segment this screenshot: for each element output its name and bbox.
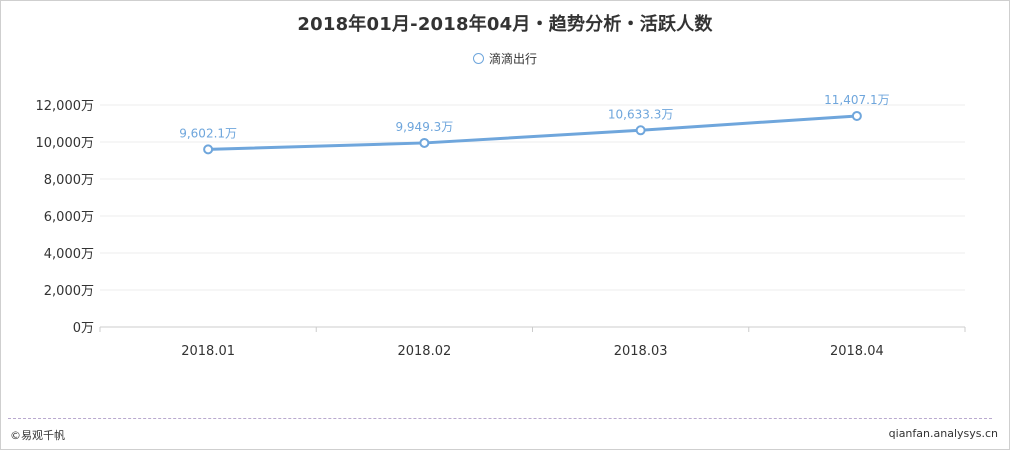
x-tick-label: 2018.01: [181, 344, 235, 359]
data-point[interactable]: [635, 125, 646, 136]
footer-divider: [8, 418, 992, 419]
data-point[interactable]: [419, 137, 430, 148]
legend-label: 滴滴出行: [488, 52, 537, 66]
y-tick-label: 6,000万: [44, 210, 94, 225]
y-tick-label: 10,000万: [36, 136, 95, 151]
legend-marker-icon: [472, 53, 484, 64]
footer-site: qianfan.analysys.cn: [888, 427, 998, 440]
data-point[interactable]: [851, 110, 862, 121]
x-tick-label: 2018.02: [397, 344, 451, 359]
data-label: 9,949.3万: [395, 120, 453, 134]
x-tick-label: 2018.04: [830, 344, 884, 359]
footer-brand: ©易观千帆: [10, 429, 65, 442]
chart-title: 2018年01月-2018年04月・趋势分析・活跃人数: [297, 14, 713, 35]
legend[interactable]: 滴滴出行: [0, 50, 1010, 67]
data-label: 10,633.3万: [608, 107, 673, 121]
series-line: [208, 114, 857, 151]
y-tick-label: 12,000万: [36, 99, 95, 114]
x-tick-label: 2018.03: [614, 344, 668, 359]
y-tick-label: 4,000万: [44, 247, 94, 262]
data-label: 11,407.1万: [824, 93, 889, 107]
data-point[interactable]: [203, 144, 214, 155]
data-label: 9,602.1万: [179, 126, 237, 140]
y-tick-label: 2,000万: [44, 284, 94, 299]
y-tick-label: 0万: [73, 321, 94, 336]
y-tick-label: 8,000万: [44, 173, 94, 188]
